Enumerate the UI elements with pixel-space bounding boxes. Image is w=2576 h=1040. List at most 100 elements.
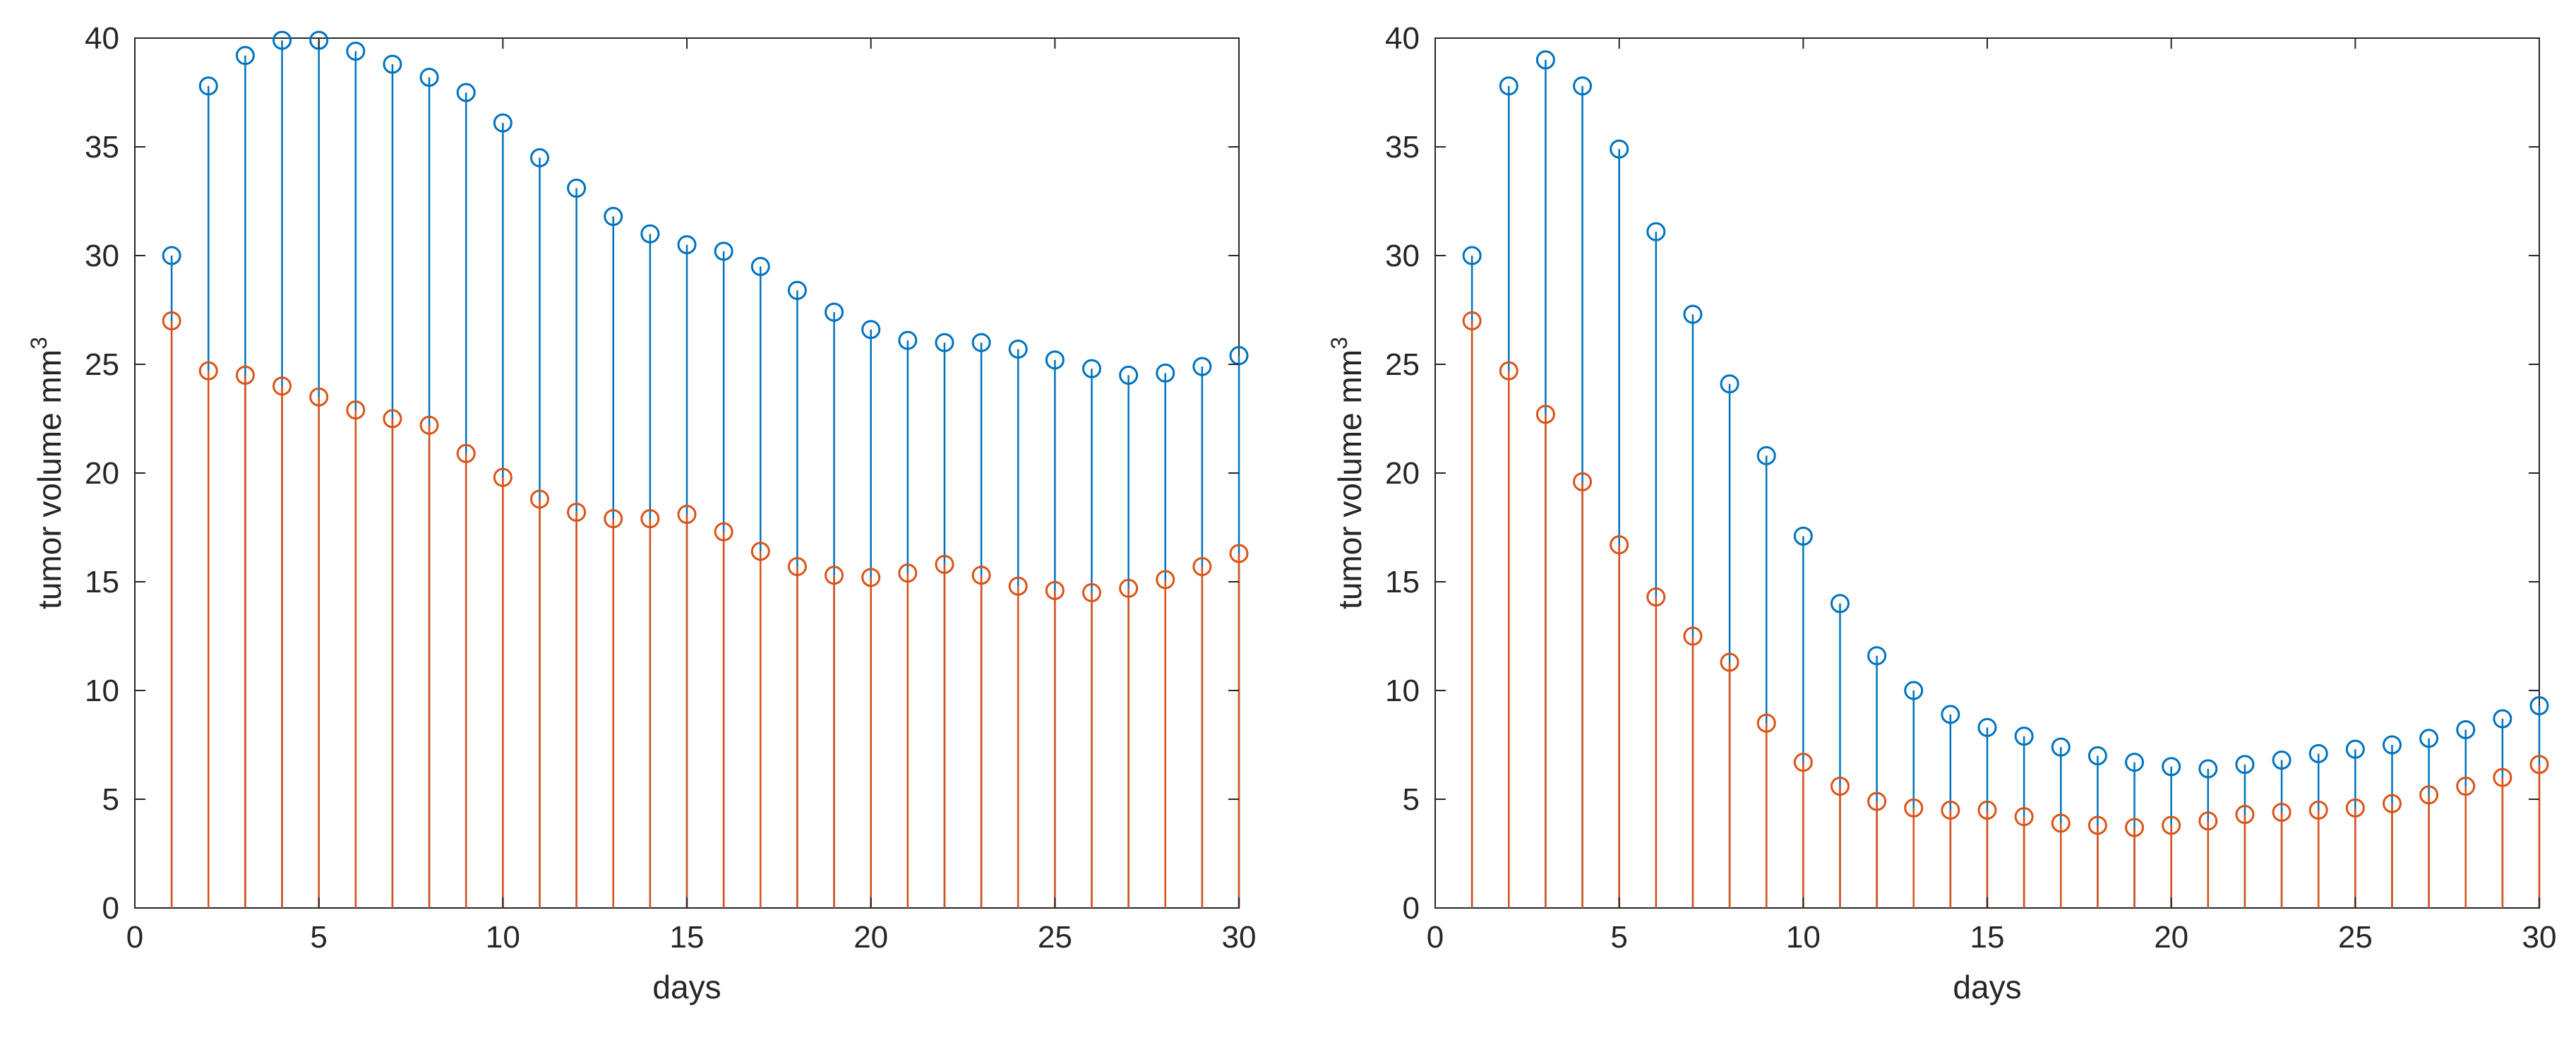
data-point-lower xyxy=(1830,777,1850,796)
y-axis-label: tumor volume mm3 xyxy=(1326,337,1368,609)
data-point-lower xyxy=(1867,791,1887,811)
data-point-upper xyxy=(1793,526,1813,546)
data-point-upper xyxy=(2198,759,2218,779)
y-tick-label: 20 xyxy=(85,456,119,491)
data-point-upper xyxy=(677,235,697,255)
data-point-upper xyxy=(1192,357,1212,376)
data-point-lower xyxy=(2493,767,2512,787)
data-point-lower xyxy=(198,361,218,381)
x-tick-label: 0 xyxy=(126,920,143,955)
data-point-lower xyxy=(2235,805,2255,825)
x-tick-label: 30 xyxy=(2522,920,2557,955)
y-axis-label-text: tumor volume mm xyxy=(31,349,68,609)
x-axis-label: days xyxy=(1953,969,2021,1005)
data-point-lower xyxy=(2014,807,2034,827)
data-point-upper xyxy=(1008,339,1028,359)
data-point-upper xyxy=(383,54,402,74)
data-point-upper xyxy=(2051,737,2071,757)
data-point-upper xyxy=(1156,363,1175,383)
data-point-lower xyxy=(1156,570,1175,590)
data-point-lower xyxy=(309,387,329,407)
data-point-lower xyxy=(1610,535,1629,555)
data-point-upper xyxy=(825,302,844,322)
data-point-lower xyxy=(1646,587,1666,607)
data-point-upper xyxy=(2493,709,2512,729)
data-point-upper xyxy=(309,30,329,50)
data-point-lower xyxy=(2087,815,2107,835)
data-point-upper xyxy=(1941,705,1960,724)
y-axis-label-superscript: 3 xyxy=(26,337,52,349)
data-point-upper xyxy=(714,241,733,261)
data-point-lower xyxy=(1499,361,1518,381)
data-point-upper xyxy=(640,224,660,244)
data-point-upper xyxy=(750,256,770,276)
data-point-lower xyxy=(1904,798,1924,818)
data-point-lower xyxy=(1720,652,1739,672)
x-tick-label: 15 xyxy=(670,920,705,955)
data-point-lower xyxy=(346,400,366,420)
data-point-lower xyxy=(2051,813,2071,833)
data-point-lower xyxy=(2382,794,2402,813)
data-point-lower xyxy=(2198,811,2218,831)
data-point-lower xyxy=(567,502,587,522)
data-point-upper xyxy=(1756,446,1776,465)
data-point-lower xyxy=(235,365,255,385)
data-point-upper xyxy=(2235,755,2255,775)
data-point-upper xyxy=(1977,717,1997,737)
x-tick-label: 10 xyxy=(1786,920,1821,955)
data-point-lower xyxy=(825,566,844,585)
data-point-lower xyxy=(456,443,476,463)
y-tick-label: 5 xyxy=(1403,782,1420,817)
data-point-upper xyxy=(1867,646,1887,666)
y-tick-label: 10 xyxy=(85,674,119,708)
y-tick-label: 25 xyxy=(85,347,119,382)
data-point-lower xyxy=(493,467,513,487)
y-tick-label: 25 xyxy=(1385,347,1420,382)
data-point-upper xyxy=(1683,304,1703,324)
data-point-upper xyxy=(1610,139,1629,159)
data-point-upper xyxy=(604,207,623,227)
y-tick-label: 40 xyxy=(85,21,119,56)
data-point-lower xyxy=(1941,800,1960,820)
data-point-upper xyxy=(2456,719,2476,739)
y-tick-label: 35 xyxy=(85,130,119,165)
data-point-lower xyxy=(1192,556,1212,576)
data-point-upper xyxy=(898,330,918,350)
data-point-upper xyxy=(456,83,476,102)
x-tick-label: 10 xyxy=(486,920,520,955)
y-tick-label: 15 xyxy=(85,565,119,599)
data-point-lower xyxy=(1756,713,1776,733)
x-tick-label: 15 xyxy=(1970,920,2005,955)
data-point-lower xyxy=(419,415,439,435)
data-point-upper xyxy=(2308,743,2328,763)
data-point-upper xyxy=(2014,727,2034,746)
x-tick-label: 20 xyxy=(853,920,888,955)
data-point-upper xyxy=(861,320,881,340)
y-tick-label: 0 xyxy=(1403,891,1420,926)
data-point-lower xyxy=(2125,818,2145,837)
data-point-lower xyxy=(714,522,733,542)
y-axis-label: tumor volume mm3 xyxy=(26,337,68,609)
data-point-upper xyxy=(2382,735,2402,755)
data-point-lower xyxy=(2529,755,2549,775)
data-point-lower xyxy=(1008,576,1028,596)
data-point-upper xyxy=(2162,757,2181,777)
x-tick-label: 5 xyxy=(310,920,327,955)
data-point-lower xyxy=(1683,626,1703,646)
data-point-upper xyxy=(346,41,366,61)
x-axis-label: days xyxy=(652,969,721,1005)
x-tick-label: 0 xyxy=(1427,920,1444,955)
data-point-lower xyxy=(2162,815,2181,835)
data-point-lower xyxy=(861,568,881,587)
data-point-upper xyxy=(1720,374,1739,394)
data-point-upper xyxy=(2345,739,2365,759)
data-point-upper xyxy=(2125,753,2145,772)
data-point-lower xyxy=(604,509,623,529)
data-point-lower xyxy=(677,505,697,525)
y-tick-label: 20 xyxy=(1385,456,1420,491)
data-point-upper xyxy=(935,333,954,352)
y-tick-label: 15 xyxy=(1385,565,1420,599)
data-point-upper xyxy=(529,148,549,167)
data-point-lower xyxy=(640,509,660,529)
data-point-upper xyxy=(1499,76,1518,96)
